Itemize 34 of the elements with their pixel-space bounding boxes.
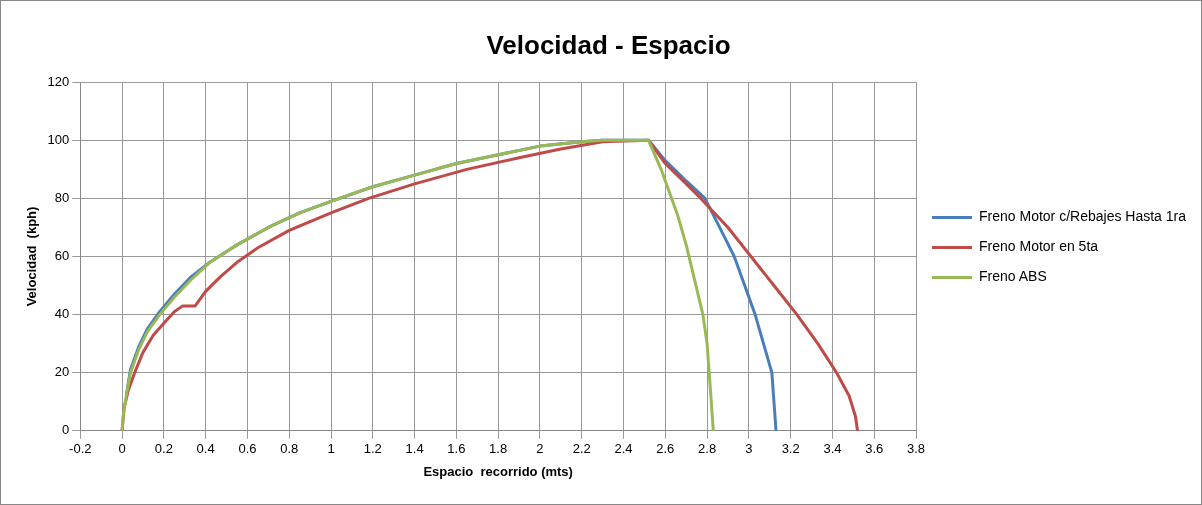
chart-title: Velocidad - Espacio [486,29,731,60]
x-tick-label: 0.4 [196,441,215,457]
x-tick-label: 3.4 [823,441,842,457]
x-tick-label: 0.2 [154,441,173,457]
x-tick-label: 2.4 [614,441,633,457]
x-tick-label: 1.6 [447,441,466,457]
x-tick-label: 2 [536,441,544,457]
y-tick-label: 20 [54,364,70,380]
y-tick-label: 60 [54,248,70,264]
x-tick-label: 3.8 [906,441,926,457]
legend-label: Freno Motor c/Rebajes Hasta 1ra [979,208,1187,225]
legend-label: Freno Motor en 5ta [979,238,1099,255]
legend-label: Freno ABS [979,268,1047,285]
x-axis-title: Espacio recorrido (mts) [423,463,573,479]
y-tick-label: 40 [54,306,70,322]
x-tick-label: -0.2 [69,441,92,457]
x-tick-label: 1.2 [363,441,382,457]
x-tick-label: 1 [327,441,335,457]
x-tick-label: 3.2 [781,441,800,457]
y-axis-title: Velocidad (kph) [24,206,40,307]
y-tick-label: 80 [54,189,70,205]
x-tick-label: 2.8 [698,441,717,457]
y-tick-label: 0 [62,422,70,438]
x-tick-label: 3.6 [865,441,884,457]
x-tick-label: 2.6 [656,441,675,457]
x-tick-label: 2.2 [572,441,591,457]
x-tick-label: 3 [745,441,753,457]
x-tick-label: 0 [118,441,126,457]
x-tick-label: 1.4 [405,441,424,457]
y-tick-label: 100 [47,131,70,147]
x-tick-label: 1.8 [489,441,508,457]
x-tick-label: 0.6 [238,441,257,457]
y-tick-label: 120 [47,73,70,89]
x-tick-label: 0.8 [280,441,299,457]
